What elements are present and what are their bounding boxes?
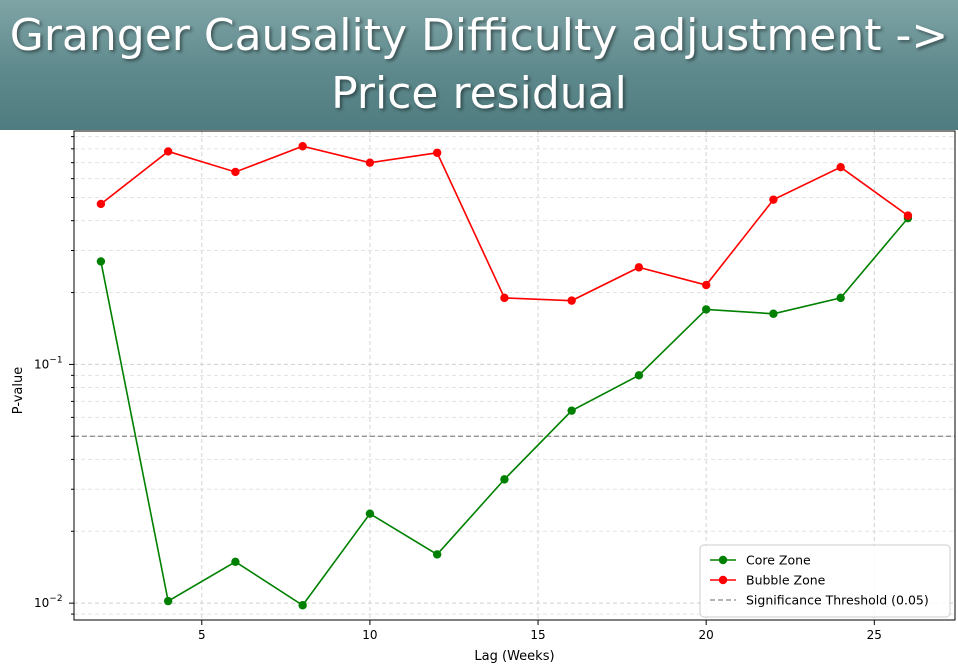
data-point	[634, 371, 644, 380]
data-point	[432, 550, 442, 559]
legend-marker	[718, 555, 728, 565]
data-point	[231, 557, 240, 567]
data-point	[432, 148, 442, 157]
y-tick-base: 10	[34, 596, 49, 610]
data-point	[163, 147, 173, 156]
data-point	[836, 293, 845, 303]
slide-title: Granger Causality Difficulty adjustment …	[9, 10, 949, 119]
data-point	[231, 167, 240, 177]
y-tick-exponent: −2	[49, 594, 62, 604]
x-axis-label: Lag (Weeks)	[474, 649, 554, 664]
legend: Core Zone Bubble Zone Significance Thresho…	[699, 544, 951, 618]
data-point	[163, 596, 173, 606]
data-point	[769, 309, 778, 318]
y-tick-exponent: −1	[49, 355, 62, 365]
y-tick-label: 10−1	[34, 355, 63, 371]
data-point	[96, 199, 106, 209]
data-point	[365, 509, 375, 518]
x-tick-label: 20	[699, 628, 714, 642]
data-point	[365, 158, 375, 167]
data-point	[567, 296, 576, 305]
grid-lines	[74, 131, 955, 620]
series-core-zone	[96, 213, 913, 610]
y-tick-label: 10−2	[34, 594, 63, 610]
legend-label: Significance Threshold (0.05)	[746, 593, 929, 608]
x-tick-label: 15	[530, 628, 545, 642]
legend-label: Bubble Zone	[746, 573, 826, 588]
data-point	[903, 211, 913, 220]
y-axis-label: P-value	[11, 367, 26, 414]
slide-title-banner: Granger Causality Difficulty adjustment …	[0, 0, 958, 130]
data-point	[701, 305, 711, 314]
data-point	[298, 142, 307, 151]
data-point	[701, 280, 711, 290]
y-tick-base: 10	[34, 357, 49, 371]
x-tick-label: 25	[867, 628, 882, 642]
legend-box	[699, 544, 951, 618]
data-point	[769, 195, 778, 204]
x-tick-label: 10	[362, 628, 377, 642]
series-bubble-zone	[96, 142, 913, 305]
data-point	[500, 293, 509, 303]
data-point	[634, 263, 644, 272]
series-line	[100, 145, 909, 302]
data-point	[298, 601, 307, 610]
series-layer	[96, 142, 913, 610]
legend-marker	[718, 575, 728, 585]
data-point	[567, 406, 576, 415]
legend-label: Core Zone	[746, 553, 811, 568]
data-point	[500, 475, 509, 484]
data-point	[96, 257, 106, 266]
data-point	[836, 163, 845, 172]
x-tick-label: 5	[198, 628, 206, 642]
